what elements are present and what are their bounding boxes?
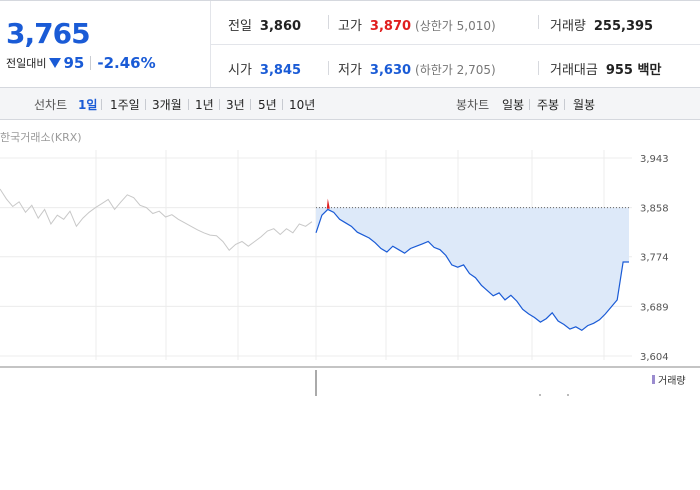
stat-high: 고가 3,870 (상한가 5,010) (338, 19, 496, 34)
divider (282, 99, 283, 110)
stat-amount: 거래대금 955 백만 (550, 63, 662, 78)
divider (145, 99, 146, 110)
divider (210, 44, 700, 45)
volume-legend-label: 거래량 (658, 376, 686, 387)
volume-legend: 거래량 (652, 372, 686, 387)
intraday-line (315, 208, 629, 332)
price-chart: 한국거래소(KRX) 3,943 3,858 3,774 3,689 3,604 (0, 131, 700, 396)
change-percent: -2.46% (97, 54, 156, 72)
range-5y[interactable]: 5년 (258, 98, 277, 112)
divider (538, 15, 539, 29)
quote-header: 3,765 전일대비 95 -2.46% 전일 3,860 고가 3,870 (상한가… (0, 0, 700, 88)
divider (529, 99, 530, 110)
y-tick-label: 3,689 (640, 302, 669, 313)
candle-chart-label: 봉차트 (456, 98, 490, 112)
high-marker (326, 198, 330, 209)
divider (90, 56, 92, 70)
divider (188, 99, 189, 110)
divider (250, 99, 251, 110)
y-tick-label: 3,858 (640, 204, 669, 215)
change-row: 전일대비 95 -2.46% (6, 54, 156, 72)
range-1y[interactable]: 1년 (195, 98, 214, 112)
chart-toolbar: 선차트 1일 1주일 3개월 1년 3년 5년 10년 봉차트 일봉 주봉 월봉 (0, 88, 700, 120)
range-3y[interactable]: 3년 (226, 98, 245, 112)
divider (538, 61, 539, 75)
candle-daily[interactable]: 일봉 (502, 98, 525, 112)
divider (101, 99, 102, 110)
y-tick-label: 3,774 (640, 253, 669, 264)
divider (219, 99, 220, 110)
previous-day-line (0, 188, 313, 252)
volume-swatch-icon (652, 375, 655, 384)
y-tick-label: 3,604 (640, 352, 669, 363)
y-tick-label: 3,943 (640, 154, 669, 165)
change-value: 95 (63, 54, 85, 72)
line-chart-label: 선차트 (34, 98, 68, 112)
range-1w[interactable]: 1주일 (110, 98, 140, 112)
y-axis: 3,943 3,858 3,774 3,689 3,604 (640, 154, 669, 363)
divider (564, 99, 565, 110)
stat-volume: 거래량 255,395 (550, 19, 654, 34)
range-10y[interactable]: 10년 (289, 98, 316, 112)
intraday-area (316, 207, 629, 331)
divider (328, 61, 329, 75)
stat-prev-close: 전일 3,860 (228, 19, 302, 34)
range-1d[interactable]: 1일 (78, 98, 98, 112)
stat-open: 시가 3,845 (228, 63, 302, 78)
current-price: 3,765 (6, 17, 91, 50)
source-label: 한국거래소(KRX) (0, 131, 82, 144)
change-label: 전일대비 (6, 57, 47, 70)
down-arrow-icon (49, 58, 62, 68)
candle-weekly[interactable]: 주봉 (537, 98, 560, 112)
candle-monthly[interactable]: 월봉 (573, 98, 596, 112)
stat-low: 저가 3,630 (하한가 2,705) (338, 63, 496, 78)
price-summary: 3,765 전일대비 95 -2.46% (0, 1, 211, 87)
divider (328, 15, 329, 29)
range-3m[interactable]: 3개월 (152, 98, 182, 112)
